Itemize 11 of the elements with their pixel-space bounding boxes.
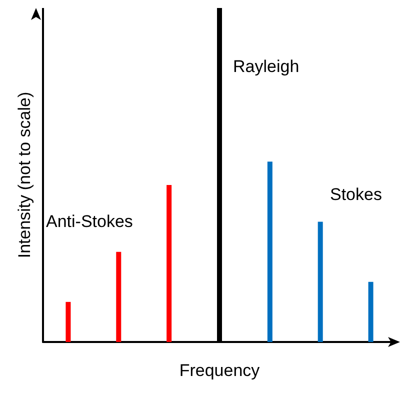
y-axis-title: Intensity (not to scale) [15, 92, 34, 258]
bar [66, 302, 71, 342]
bar [318, 222, 323, 342]
bar [116, 252, 122, 342]
bar [166, 185, 172, 342]
annotation: Rayleigh [233, 57, 300, 76]
annotation: Stokes [330, 185, 382, 204]
x-axis-title: Frequency [179, 361, 260, 380]
bar [267, 162, 272, 342]
bar [368, 282, 374, 342]
annotation: Anti-Stokes [46, 212, 133, 231]
